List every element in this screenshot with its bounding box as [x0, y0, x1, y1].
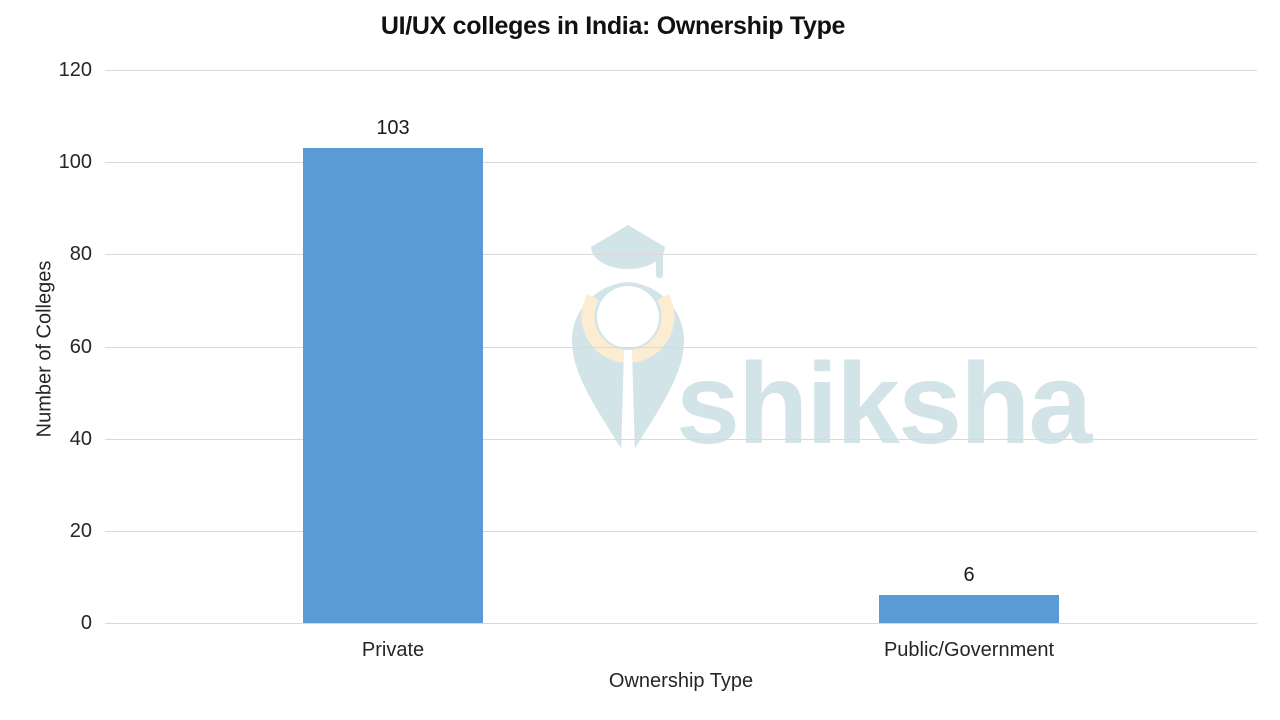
bar-value-label: 6: [963, 564, 975, 587]
y-tick-label: 100: [58, 151, 92, 174]
y-tick-label: 60: [69, 335, 92, 358]
category-label: Private: [361, 639, 425, 661]
bar-private: [303, 148, 483, 623]
nib-slit: [621, 350, 635, 455]
category-label: Public/Government: [883, 639, 1055, 661]
y-tick-label: 20: [69, 519, 92, 542]
bar-value-label: 103: [376, 117, 410, 140]
shiksha-watermark-text: shiksha: [676, 340, 1092, 468]
cap-tassel: [656, 250, 663, 278]
y-tick-label: 40: [69, 427, 92, 450]
gridline: [105, 70, 1257, 71]
x-axis-title: Ownership Type: [608, 670, 754, 692]
graduation-cap-icon: [591, 225, 665, 269]
y-tick-label: 120: [58, 59, 92, 81]
chart-title: UI/UX colleges in India: Ownership Type: [380, 12, 846, 40]
circle-cutout: [597, 286, 659, 348]
gridline: [105, 162, 1257, 164]
shiksha-logo-icon: [571, 225, 685, 455]
gridline: [105, 623, 1257, 624]
bar-public-government: [879, 595, 1059, 623]
gridline: [105, 530, 1257, 532]
y-tick-label: 80: [69, 243, 92, 266]
gridline: [105, 438, 1257, 440]
gridline: [105, 346, 1257, 348]
gridline: [105, 254, 1257, 256]
y-tick-label: 0: [80, 612, 92, 634]
